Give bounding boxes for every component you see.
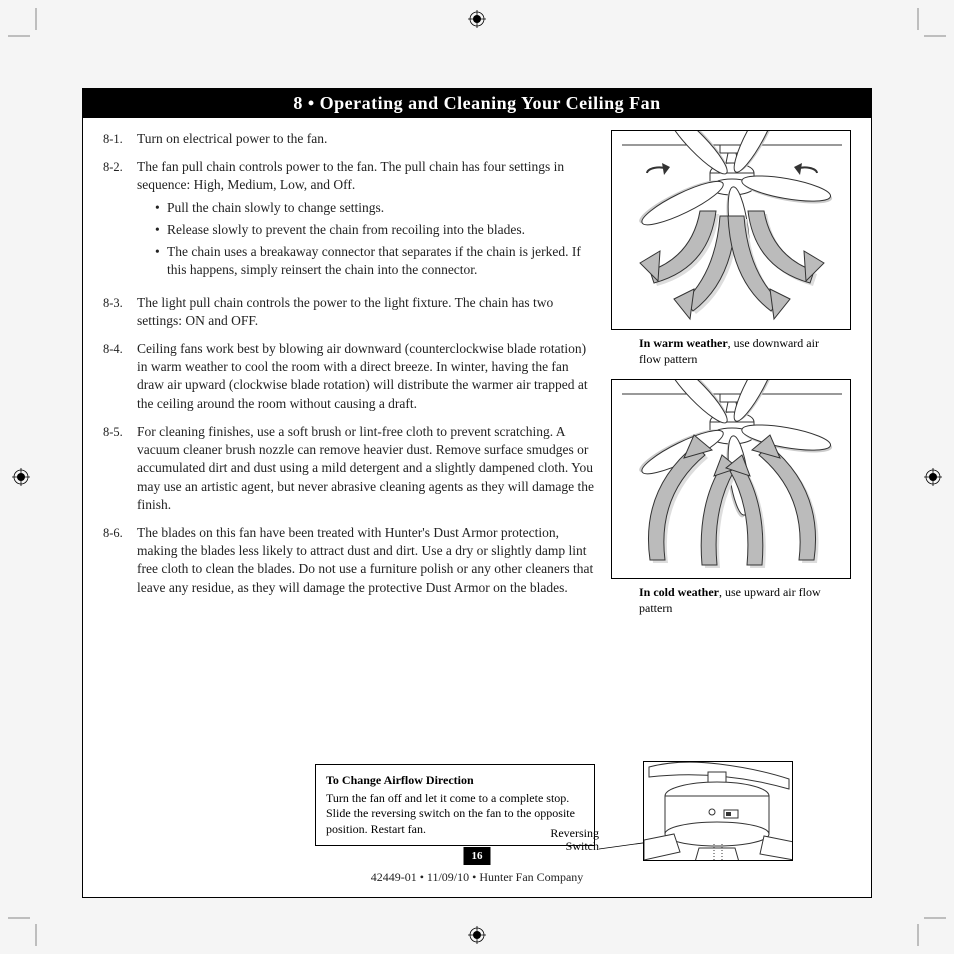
section-header: 8 • Operating and Cleaning Your Ceiling … [83,89,871,118]
instruction-step: 8-4.Ceiling fans work best by blowing ai… [103,340,597,413]
instruction-step: 8-2.The fan pull chain controls power to… [103,158,597,283]
step-number: 8-3. [103,294,137,330]
figure-cold-weather [611,379,851,579]
page-frame: 8 • Operating and Cleaning Your Ceiling … [82,88,872,898]
instruction-step: 8-5.For cleaning finishes, use a soft br… [103,423,597,514]
step-bullet: Release slowly to prevent the chain from… [155,221,597,239]
registration-mark-icon [12,468,30,486]
step-body: For cleaning finishes, use a soft brush … [137,423,597,514]
step-body: The fan pull chain controls power to the… [137,158,597,283]
registration-mark-icon [924,468,942,486]
reversing-switch-label: ReversingSwitch [537,827,599,853]
registration-mark-icon [468,926,486,944]
caption-cold: In cold weather, use upward air flow pat… [611,579,851,628]
step-body: Turn on electrical power to the fan. [137,130,597,148]
step-number: 8-1. [103,130,137,148]
instruction-text-column: 8-1.Turn on electrical power to the fan.… [103,130,597,628]
step-number: 8-4. [103,340,137,413]
registration-mark-icon [468,10,486,28]
figure-warm-weather [611,130,851,330]
instruction-step: 8-3.The light pull chain controls the po… [103,294,597,330]
figure-reversing-switch [643,761,793,861]
step-number: 8-6. [103,524,137,597]
step-number: 8-5. [103,423,137,514]
caption-warm: In warm weather, use downward air flow p… [611,330,851,379]
step-bullet: The chain uses a breakaway connector tha… [155,243,597,279]
footer-text: 42449-01 • 11/09/10 • Hunter Fan Company [371,870,584,885]
instruction-step: 8-6.The blades on this fan have been tre… [103,524,597,597]
step-body: The blades on this fan have been treated… [137,524,597,597]
step-number: 8-2. [103,158,137,283]
page-number: 16 [464,847,491,865]
step-bullet: Pull the chain slowly to change settings… [155,199,597,217]
step-body: Ceiling fans work best by blowing air do… [137,340,597,413]
instruction-step: 8-1.Turn on electrical power to the fan. [103,130,597,148]
step-body: The light pull chain controls the power … [137,294,597,330]
